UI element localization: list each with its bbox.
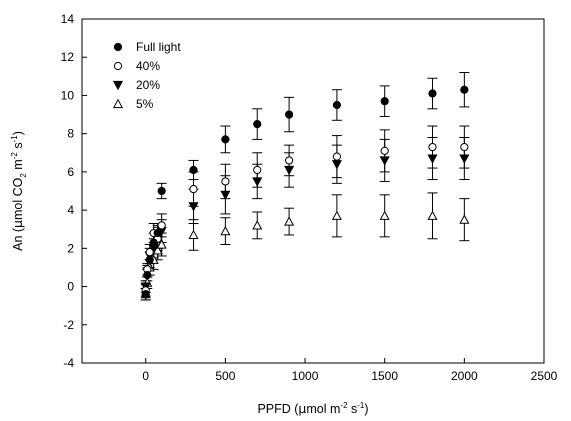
data-point xyxy=(332,152,341,161)
x-tick-label: 0 xyxy=(142,369,149,383)
data-point xyxy=(379,210,390,220)
y-tick-label: -4 xyxy=(63,356,74,370)
data-point xyxy=(460,85,469,94)
data-point xyxy=(145,248,154,257)
legend: Full light 40% 20% 5% xyxy=(112,40,181,111)
y-tick-label: -2 xyxy=(63,318,74,332)
x-tick-label: 2500 xyxy=(531,369,558,383)
data-point xyxy=(220,190,231,201)
data-point xyxy=(253,120,262,129)
legend-marker xyxy=(113,61,123,71)
x-axis-title: PPFD (µmol m-2 s-1) xyxy=(257,401,368,416)
data-point xyxy=(157,186,166,196)
data-point xyxy=(149,238,158,247)
data-point xyxy=(379,156,390,166)
legend-marker xyxy=(113,42,123,52)
plot-area-frame xyxy=(81,18,545,364)
y-axis-title: An (µmol CO2 m-2 s-1) xyxy=(10,131,28,251)
legend-label: Full light xyxy=(136,40,181,54)
data-point xyxy=(252,177,263,187)
data-point xyxy=(189,165,198,175)
y-tick-label: 4 xyxy=(67,203,74,217)
y-axis-ticks: -4 -2 0 2 4 6 8 10 12 14 xyxy=(61,12,87,370)
data-point xyxy=(221,135,230,144)
data-point xyxy=(285,156,294,165)
legend-marker xyxy=(112,80,124,91)
x-axis-ticks: 0 500 1000 1500 2000 2500 xyxy=(142,358,558,383)
x-tick-label: 1500 xyxy=(371,369,398,383)
y-tick-label: 10 xyxy=(61,88,75,102)
data-points xyxy=(140,85,470,299)
data-point xyxy=(331,160,342,170)
data-point xyxy=(427,154,438,164)
data-point xyxy=(428,142,437,152)
data-point xyxy=(380,146,389,155)
data-point xyxy=(141,290,150,299)
data-point xyxy=(253,165,262,175)
legend-label: 5% xyxy=(136,97,154,111)
data-point xyxy=(428,89,437,98)
data-point xyxy=(459,214,470,224)
data-point xyxy=(427,210,438,220)
data-point xyxy=(145,255,154,264)
error-bars xyxy=(140,72,470,301)
data-point xyxy=(153,228,162,238)
legend-label: 20% xyxy=(136,78,160,92)
y-tick-label: 8 xyxy=(67,127,74,141)
data-point xyxy=(459,154,470,164)
legend-marker xyxy=(112,98,124,109)
data-point xyxy=(380,97,389,106)
x-tick-label: 500 xyxy=(215,369,235,383)
y-tick-label: 12 xyxy=(61,50,75,64)
y-tick-label: 2 xyxy=(67,241,74,255)
y-tick-label: 0 xyxy=(67,280,74,294)
data-point xyxy=(460,142,469,152)
legend-label: 40% xyxy=(136,59,160,73)
data-point xyxy=(284,165,295,176)
data-point xyxy=(188,202,199,212)
data-point xyxy=(156,239,167,249)
data-point xyxy=(188,229,199,240)
data-point xyxy=(331,210,342,220)
x-tick-label: 1000 xyxy=(292,369,319,383)
data-point xyxy=(157,221,166,230)
data-point xyxy=(332,100,341,110)
y-tick-label: 14 xyxy=(61,12,75,26)
data-point xyxy=(189,184,198,194)
data-point xyxy=(221,177,230,186)
x-tick-label: 2000 xyxy=(451,369,478,383)
data-point xyxy=(285,110,294,119)
data-point xyxy=(284,216,295,226)
data-point xyxy=(220,225,231,236)
data-point xyxy=(252,220,263,230)
data-point xyxy=(143,270,152,280)
y-tick-label: 6 xyxy=(67,165,74,179)
